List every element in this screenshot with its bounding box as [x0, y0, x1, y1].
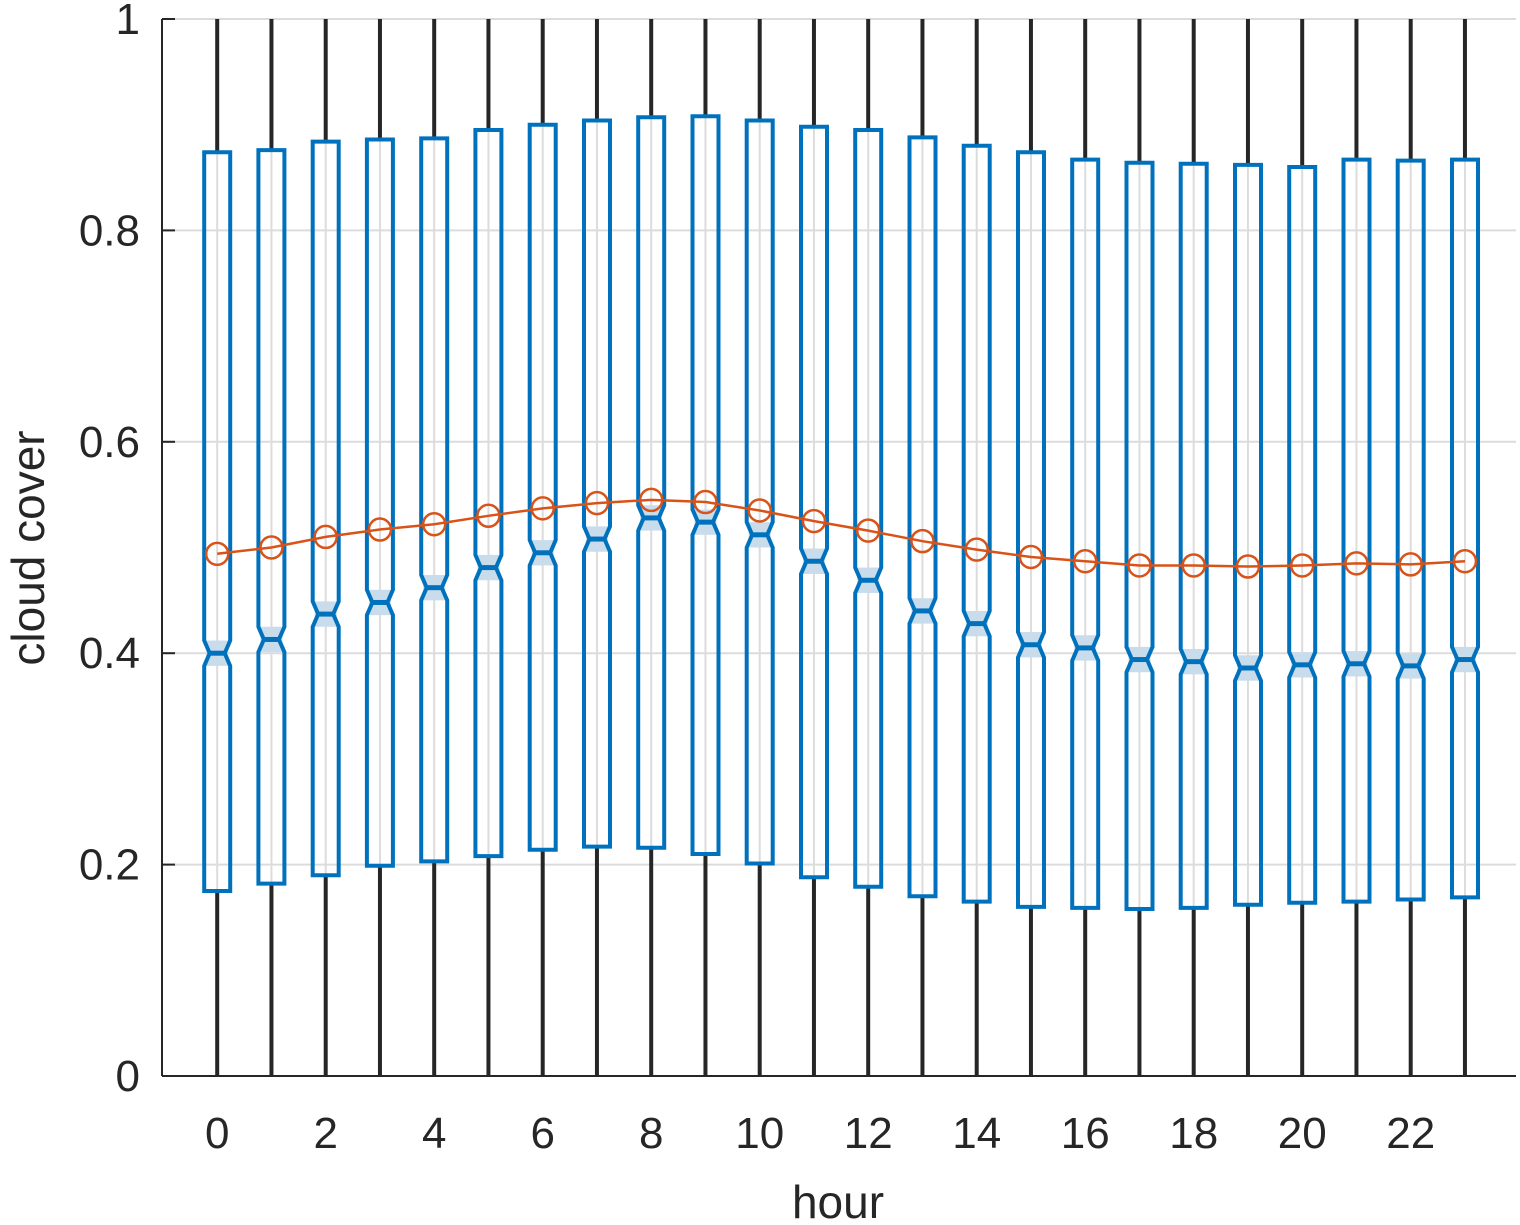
box-hour-5 [473, 19, 504, 1076]
mean-marker [204, 541, 230, 567]
x-tick-label: 14 [952, 1109, 1001, 1158]
mean-series [204, 487, 1478, 579]
box-hour-18 [1178, 19, 1209, 1076]
mean-marker [747, 498, 772, 523]
box-hour-2 [310, 19, 341, 1076]
y-tick-label: 0.2 [79, 841, 140, 890]
x-tick-label: 22 [1386, 1109, 1435, 1158]
box-body [1395, 158, 1426, 902]
box-body [419, 136, 450, 864]
box-series [202, 19, 1480, 1076]
box-body [1070, 157, 1101, 910]
mean-marker [1289, 553, 1315, 578]
box-hour-21 [1341, 19, 1372, 1076]
mean-marker [1452, 548, 1478, 574]
box-body [1178, 161, 1209, 910]
box-body [907, 135, 938, 899]
mean-marker [1127, 553, 1152, 578]
x-tick-label: 0 [205, 1109, 229, 1158]
axes: 00.20.40.60.810 2 4 6 8 10 12 14 16 18 20 22 [79, 0, 1516, 1158]
box-body [473, 128, 504, 859]
box-body [853, 128, 884, 889]
box-hour-13 [907, 19, 938, 1076]
mean-marker [584, 490, 610, 516]
y-tick-label: 1 [116, 0, 140, 44]
box-body [799, 124, 829, 880]
box-hour-12 [853, 19, 884, 1076]
box-hour-23 [1450, 19, 1480, 1076]
y-tick-label: 0.4 [79, 629, 140, 678]
box-body [202, 150, 233, 893]
mean-marker [421, 511, 447, 537]
mean-marker [693, 489, 718, 515]
box-body [256, 148, 287, 886]
box-hour-9 [690, 19, 721, 1076]
box-hour-14 [961, 19, 992, 1076]
box-hour-22 [1395, 19, 1426, 1076]
x-tick-label: 4 [422, 1109, 446, 1158]
box-hour-16 [1070, 19, 1101, 1076]
mean-marker [476, 503, 501, 529]
box-hour-6 [527, 19, 558, 1076]
mean-marker [1181, 553, 1206, 578]
x-tick-label: 16 [1061, 1109, 1110, 1158]
box-hour-15 [1016, 19, 1046, 1076]
box-body [310, 139, 341, 878]
y-axis-label: cloud cover [2, 430, 54, 665]
mean-marker [259, 535, 284, 560]
box-body [744, 118, 775, 866]
y-tick-label: 0.6 [79, 418, 140, 467]
box-hour-8 [636, 19, 667, 1076]
x-tick-label: 6 [530, 1109, 554, 1158]
box-hour-4 [419, 19, 450, 1076]
box-hour-7 [582, 19, 612, 1076]
mean-marker [1398, 552, 1423, 577]
box-body [1016, 150, 1046, 909]
mean-marker [801, 508, 827, 534]
box-body [364, 137, 395, 868]
mean-marker [638, 487, 664, 513]
y-tick-label: 0 [116, 1052, 140, 1101]
mean-marker [1018, 544, 1044, 570]
box-hour-20 [1287, 19, 1318, 1076]
box-hour-0 [202, 19, 233, 1076]
box-body [636, 115, 667, 850]
mean-marker [530, 496, 555, 521]
box-body [582, 118, 612, 849]
mean-marker [855, 518, 881, 543]
x-tick-label: 10 [735, 1109, 784, 1158]
x-tick-label: 18 [1169, 1109, 1218, 1158]
box-hour-1 [256, 19, 287, 1076]
mean-marker [910, 528, 935, 554]
mean-marker [1235, 554, 1261, 579]
x-tick-label: 8 [639, 1109, 663, 1158]
mean-line [217, 498, 1466, 568]
box-body [690, 114, 721, 856]
box-body [1341, 157, 1372, 904]
box-body [1450, 157, 1480, 900]
x-axis-label: hour [792, 1176, 884, 1225]
box-hour-10 [744, 19, 775, 1076]
x-tick-label: 2 [313, 1109, 337, 1158]
box-body [1287, 165, 1318, 905]
box-body [1124, 160, 1155, 911]
box-hour-3 [364, 19, 395, 1076]
mean-marker [1344, 551, 1369, 576]
mean-marker [367, 517, 393, 542]
box-hour-17 [1124, 19, 1155, 1076]
box-body [527, 122, 558, 852]
box-body [1233, 162, 1263, 907]
box-hour-11 [799, 19, 829, 1076]
y-tick-label: 0.8 [79, 206, 140, 255]
box-body [961, 143, 992, 904]
box-hour-19 [1233, 19, 1263, 1076]
mean-marker [964, 537, 989, 562]
x-tick-label: 20 [1278, 1109, 1327, 1158]
x-tick-label: 12 [844, 1109, 893, 1158]
mean-marker [313, 524, 338, 550]
mean-marker [1072, 548, 1098, 574]
